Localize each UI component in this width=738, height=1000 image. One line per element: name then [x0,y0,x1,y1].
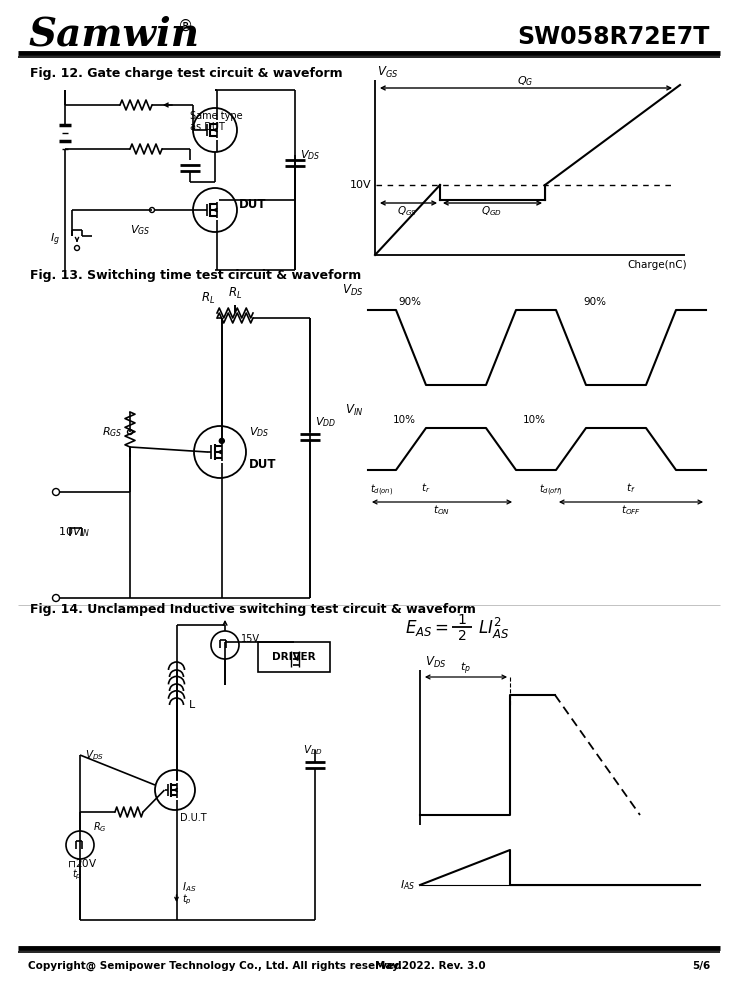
Text: $I_{AS}$: $I_{AS}$ [182,880,196,894]
Text: $R_L$: $R_L$ [228,285,242,301]
Bar [258,642,330,672]
Text: DUT: DUT [239,198,266,212]
Text: $10V_{IN}$: $10V_{IN}$ [58,525,89,539]
Text: Charge(nC): Charge(nC) [627,260,687,270]
Text: 10%: 10% [393,415,416,425]
Text: $t_{ON}$: $t_{ON}$ [433,503,450,517]
Text: $V_{DS}$: $V_{DS}$ [425,654,446,670]
Text: 2: 2 [458,629,466,643]
Text: May.2022. Rev. 3.0: May.2022. Rev. 3.0 [375,961,486,971]
Text: ®: ® [178,18,193,33]
Text: $Q_{GD}$: $Q_{GD}$ [481,204,503,218]
Text: $t_{OFF}$: $t_{OFF}$ [621,503,641,517]
Text: $V_{DD}$: $V_{DD}$ [315,415,337,429]
Text: $L I_{AS}^2$: $L I_{AS}^2$ [478,615,509,641]
Text: $V_{DS}$: $V_{DS}$ [249,425,269,439]
Text: $V_{DS}$: $V_{DS}$ [342,282,363,298]
Text: $t_{d(off)}$: $t_{d(off)}$ [539,482,563,498]
Text: $\sqcap$20V: $\sqcap$20V [67,857,97,869]
Text: Copyright@ Semipower Technology Co., Ltd. All rights reserved.: Copyright@ Semipower Technology Co., Ltd… [28,961,406,971]
Text: 1: 1 [458,613,466,627]
Text: DUT: DUT [249,458,277,471]
Text: $R_G$: $R_G$ [93,820,107,834]
Text: Fig. 13. Switching time test circuit & waveform: Fig. 13. Switching time test circuit & w… [30,268,361,282]
Text: Samwin: Samwin [28,16,199,54]
Text: $V_{DS}$: $V_{DS}$ [300,148,320,162]
Text: $t_p$: $t_p$ [460,661,470,677]
Text: as DUT: as DUT [190,122,225,132]
Text: Same type: Same type [190,111,243,121]
Text: $V_{DD}$: $V_{DD}$ [303,743,323,757]
Text: $V_{GS}$: $V_{GS}$ [377,64,399,80]
Text: 10V: 10V [349,180,371,190]
Text: SW058R72E7T: SW058R72E7T [517,25,710,49]
Text: 90%: 90% [398,297,421,307]
Text: 5/6: 5/6 [692,961,710,971]
Text: $t_f$: $t_f$ [627,481,635,495]
Text: $I_g$: $I_g$ [50,232,60,248]
Text: $V_{IN}$: $V_{IN}$ [345,402,363,418]
Text: $R_L$: $R_L$ [201,290,215,306]
Text: $Q_{GS}$: $Q_{GS}$ [397,204,417,218]
Text: D.U.T: D.U.T [180,813,207,823]
Text: $t_{d(on)}$: $t_{d(on)}$ [370,482,393,498]
Text: $t_r$: $t_r$ [421,481,431,495]
Text: $R_{GS}$: $R_{GS}$ [102,425,123,439]
Text: 90%: 90% [583,297,606,307]
Text: Fig. 14. Unclamped Inductive switching test circuit & waveform: Fig. 14. Unclamped Inductive switching t… [30,603,476,616]
Text: $V_{GS}$: $V_{GS}$ [130,223,151,237]
Text: $V_{DS}$: $V_{DS}$ [85,748,104,762]
Text: $Q_G$: $Q_G$ [517,74,533,88]
Text: L: L [188,700,195,710]
Circle shape [219,438,224,443]
Text: Fig. 12. Gate charge test circuit & waveform: Fig. 12. Gate charge test circuit & wave… [30,66,342,80]
Text: $I_{AS}$: $I_{AS}$ [400,878,415,892]
Text: 10%: 10% [523,415,546,425]
Text: DRIVER: DRIVER [272,652,316,662]
Text: 15V: 15V [241,634,260,644]
Text: $E_{AS}=$: $E_{AS}=$ [405,618,449,638]
Text: $t_p$: $t_p$ [72,868,82,882]
Text: $t_p$: $t_p$ [182,893,191,907]
